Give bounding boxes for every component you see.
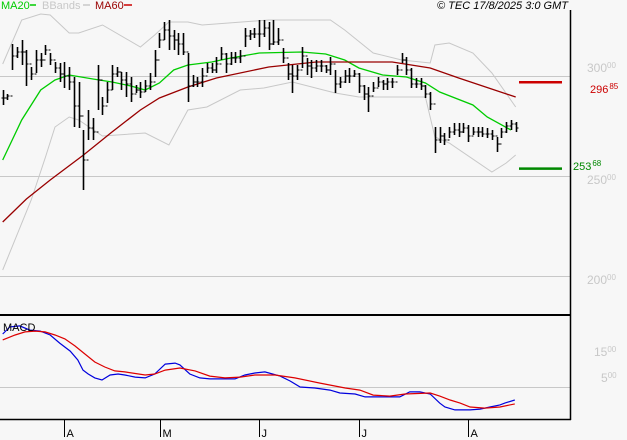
legend-bbands: BBands [42, 0, 81, 12]
macd-line [2, 325, 515, 411]
copyright-timestamp: © TEC 17/8/2025 3:0 GMT [437, 0, 569, 12]
macd-signal-line [2, 330, 515, 409]
price-bars [1, 20, 519, 190]
x-tick-label: A [67, 428, 75, 440]
bollinger-bands [2, 13, 517, 271]
bollinger-lower-band [2, 81, 517, 271]
macd-title: MACD [3, 322, 35, 334]
x-tick-label: J [262, 428, 268, 440]
bollinger-upper-band [2, 13, 517, 108]
legend-ma20: MA20 [1, 0, 30, 12]
legend-ma60: MA60 [95, 0, 124, 12]
x-tick-label: M [163, 428, 172, 440]
price-levels [519, 81, 562, 170]
y-tick-label-200: 20000 [587, 273, 616, 287]
x-tick-label: A [471, 428, 479, 440]
macd-lines [2, 325, 515, 411]
support-level-label: 25368 [573, 159, 602, 173]
x-tick-label: J [362, 428, 368, 440]
y-tick-label-250: 25000 [587, 173, 616, 187]
grid-lines [0, 76, 570, 388]
macd-tick-label-15: 1500 [594, 345, 617, 359]
macd-tick-label-5: 500 [601, 371, 617, 385]
x-axis-ticks: A M J J A [64, 420, 479, 440]
resistance-level-label: 29685 [590, 82, 619, 96]
y-tick-label-300: 30000 [587, 61, 616, 75]
